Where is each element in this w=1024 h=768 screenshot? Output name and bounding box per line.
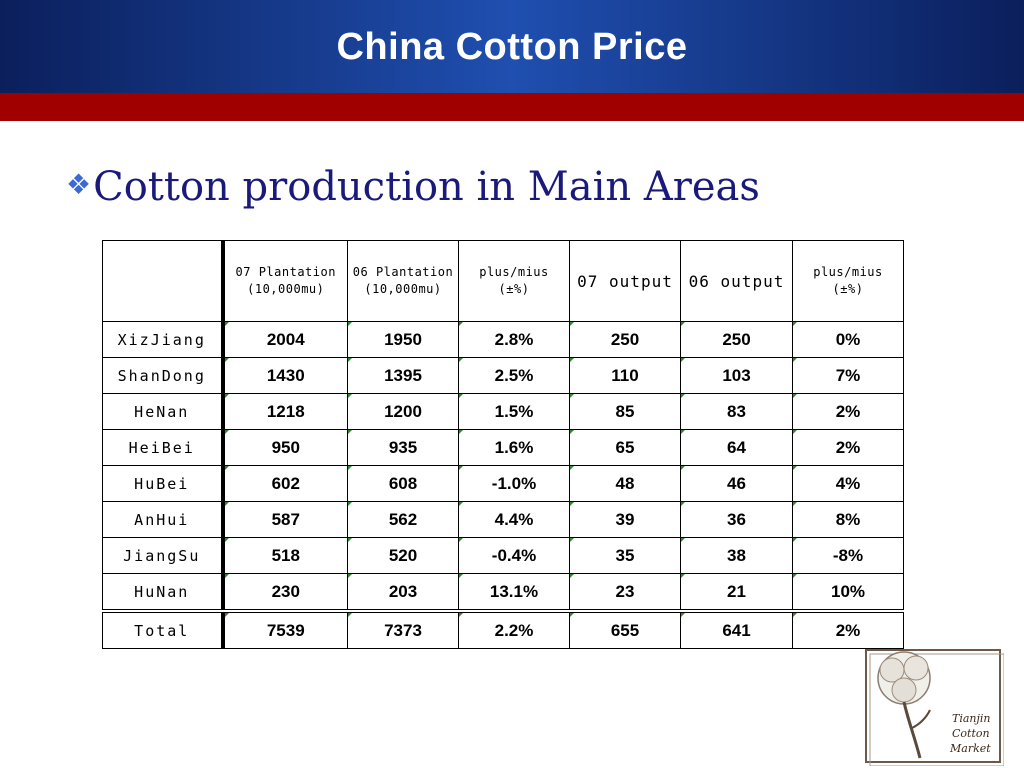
cell-07-output: 48: [569, 465, 681, 502]
cell-06-output: 38: [680, 537, 793, 574]
cell-07-plantation: 602: [222, 465, 348, 502]
cell-output-change: 2%: [792, 429, 904, 466]
region-name: AnHui: [102, 501, 225, 538]
header-06-plantation: 06 Plantation (10,000mu): [347, 240, 459, 322]
cell-plantation-change: -0.4%: [458, 537, 570, 574]
total-output-change: 2%: [792, 609, 904, 649]
region-name: ShanDong: [102, 357, 225, 394]
total-06-plantation: 7373: [347, 609, 459, 649]
table-header-row: 07 Plantation (10,000mu) 06 Plantation (10…: [102, 240, 904, 322]
cell-07-output: 65: [569, 429, 681, 466]
header-corner-cell: [102, 240, 225, 322]
cell-06-output: 83: [680, 393, 793, 430]
region-name: JiangSu: [102, 537, 225, 574]
svg-text:Cotton: Cotton: [952, 727, 990, 740]
title-banner: China Cotton Price: [0, 0, 1024, 93]
cell-plantation-change: 13.1%: [458, 573, 570, 612]
cell-output-change: 8%: [792, 501, 904, 538]
total-07-output: 655: [569, 609, 681, 649]
cell-06-plantation: 203: [347, 573, 459, 612]
header-06-output: 06 output: [680, 240, 793, 322]
cell-06-plantation: 935: [347, 429, 459, 466]
table-row: AnHui 587 562 4.4% 39 36 8%: [102, 501, 904, 538]
header-07-output: 07 output: [569, 240, 681, 322]
cell-06-plantation: 1200: [347, 393, 459, 430]
cell-07-plantation: 1218: [222, 393, 348, 430]
svg-text:Market: Market: [949, 742, 991, 755]
region-name: HuNan: [102, 573, 225, 612]
cell-06-output: 103: [680, 357, 793, 394]
cell-07-output: 35: [569, 537, 681, 574]
header-07-plantation: 07 Plantation (10,000mu): [222, 240, 348, 322]
cell-07-plantation: 230: [222, 573, 348, 612]
cell-07-output: 250: [569, 321, 681, 358]
table-row: HeiBei 950 935 1.6% 65 64 2%: [102, 429, 904, 466]
cell-plantation-change: 4.4%: [458, 501, 570, 538]
cell-07-plantation: 2004: [222, 321, 348, 358]
table-row: HuBei 602 608 -1.0% 48 46 4%: [102, 465, 904, 502]
total-row: Total 7539 7373 2.2% 655 641 2%: [102, 609, 904, 649]
cell-output-change: 7%: [792, 357, 904, 394]
cell-06-output: 21: [680, 573, 793, 612]
cell-output-change: 0%: [792, 321, 904, 358]
section-heading-text: Cotton production in Main Areas: [93, 164, 760, 210]
region-name: HeiBei: [102, 429, 225, 466]
cell-output-change: -8%: [792, 537, 904, 574]
cell-output-change: 4%: [792, 465, 904, 502]
page-title: China Cotton Price: [336, 26, 688, 68]
region-name: HeNan: [102, 393, 225, 430]
header-output-change: plus/mius (±%): [792, 240, 904, 322]
cell-06-plantation: 520: [347, 537, 459, 574]
cell-plantation-change: 1.6%: [458, 429, 570, 466]
site-bar: www.icotton.cn: [0, 93, 1024, 208]
total-06-output: 641: [680, 609, 793, 649]
cell-06-plantation: 1395: [347, 357, 459, 394]
cell-06-output: 64: [680, 429, 793, 466]
cell-07-output: 39: [569, 501, 681, 538]
cell-07-plantation: 1430: [222, 357, 348, 394]
svg-text:Tianjin: Tianjin: [952, 712, 991, 725]
table-row: HeNan 1218 1200 1.5% 85 83 2%: [102, 393, 904, 430]
cell-plantation-change: 1.5%: [458, 393, 570, 430]
table-row: HuNan 230 203 13.1% 23 21 10%: [102, 573, 904, 612]
diamond-bullet-icon: ❖: [66, 168, 92, 201]
cell-plantation-change: 2.8%: [458, 321, 570, 358]
cell-06-output: 46: [680, 465, 793, 502]
cell-output-change: 2%: [792, 393, 904, 430]
cell-06-plantation: 562: [347, 501, 459, 538]
cell-plantation-change: -1.0%: [458, 465, 570, 502]
cell-07-plantation: 950: [222, 429, 348, 466]
table-row: ShanDong 1430 1395 2.5% 110 103 7%: [102, 357, 904, 394]
table-row: JiangSu 518 520 -0.4% 35 38 -8%: [102, 537, 904, 574]
cell-07-output: 23: [569, 573, 681, 612]
cell-06-output: 36: [680, 501, 793, 538]
tianjin-cotton-market-logo: Tianjin Cotton Market: [865, 649, 1004, 766]
cell-07-plantation: 518: [222, 537, 348, 574]
table-row: XizJiang 2004 1950 2.8% 250 250 0%: [102, 321, 904, 358]
region-name: XizJiang: [102, 321, 225, 358]
cell-06-plantation: 1950: [347, 321, 459, 358]
cell-07-output: 110: [569, 357, 681, 394]
cell-07-output: 85: [569, 393, 681, 430]
header-plantation-change: plus/mius (±%): [458, 240, 570, 322]
region-name: HuBei: [102, 465, 225, 502]
site-url: www.icotton.cn: [8, 191, 119, 208]
cell-07-plantation: 587: [222, 501, 348, 538]
cell-plantation-change: 2.5%: [458, 357, 570, 394]
total-label: Total: [102, 609, 225, 649]
total-plantation-change: 2.2%: [458, 609, 570, 649]
production-table: 07 Plantation (10,000mu) 06 Plantation (10…: [102, 240, 904, 649]
cell-06-plantation: 608: [347, 465, 459, 502]
total-07-plantation: 7539: [222, 609, 348, 649]
cell-output-change: 10%: [792, 573, 904, 612]
cell-06-output: 250: [680, 321, 793, 358]
section-heading: ❖Cotton production in Main Areas: [66, 164, 760, 210]
